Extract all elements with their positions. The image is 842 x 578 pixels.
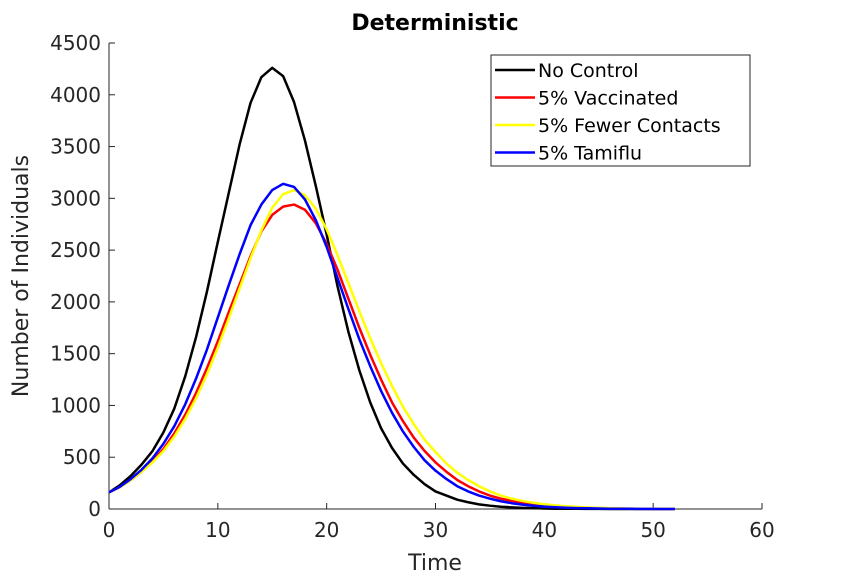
x-axis-label: Time <box>407 551 462 576</box>
x-tick-label: 60 <box>749 518 774 542</box>
y-tick-label: 0 <box>88 497 101 521</box>
y-tick-label: 4000 <box>50 83 101 107</box>
legend-label: No Control <box>538 60 639 82</box>
y-tick-label: 2500 <box>50 238 101 262</box>
series-line-5-tamiflu <box>108 182 675 511</box>
y-tick-label: 1500 <box>50 342 101 366</box>
legend: No Control 5% Vaccinated 5% Fewer Contacts… <box>490 54 751 167</box>
x-tick-label: 0 <box>103 518 116 542</box>
legend-label: 5% Fewer Contacts <box>538 115 721 137</box>
legend-label: 5% Vaccinated <box>538 88 678 110</box>
y-tick-label: 3500 <box>50 135 101 159</box>
y-tick-label: 500 <box>63 445 101 469</box>
x-tick-label: 50 <box>640 518 665 542</box>
legend-label: 5% Tamiflu <box>538 143 642 165</box>
chart-title: Deterministic <box>351 11 518 36</box>
series-line-5-vaccinated <box>108 203 675 511</box>
x-tick-label: 20 <box>314 518 339 542</box>
y-tick-label: 4500 <box>50 31 101 55</box>
legend-box <box>490 54 751 167</box>
x-tick-label: 40 <box>532 518 557 542</box>
y-tick-label: 2000 <box>50 290 101 314</box>
y-tick-label: 1000 <box>50 393 101 417</box>
axes: 0 10 20 30 40 50 60 0 500 1000 1500 2000 2500 3000 350… <box>50 31 775 542</box>
x-tick-label: 10 <box>205 518 230 542</box>
series-layer <box>108 66 675 511</box>
y-axis-label: Number of Individuals <box>9 155 34 397</box>
y-tick-label: 3000 <box>50 186 101 210</box>
x-tick-label: 30 <box>423 518 448 542</box>
